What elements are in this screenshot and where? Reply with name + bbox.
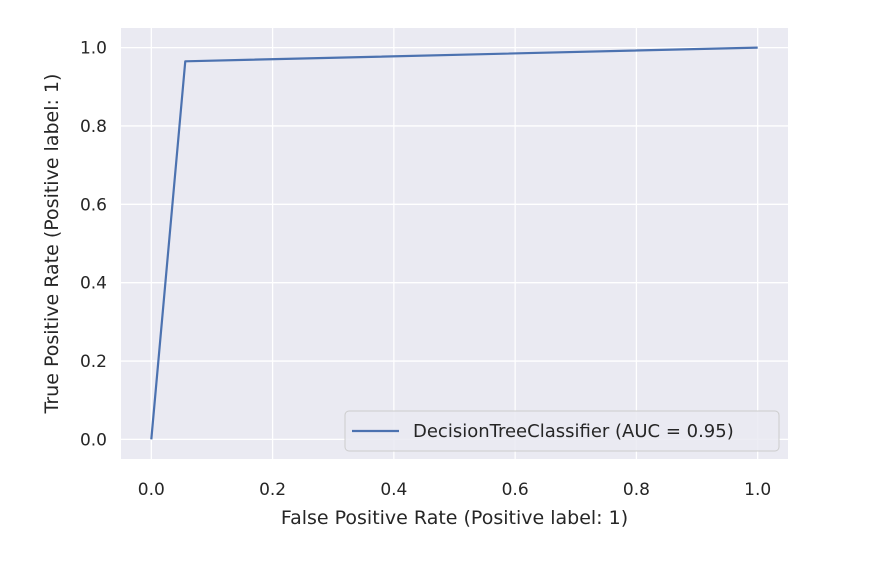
x-tick-labels: 0.0 0.2 0.4 0.6 0.8 1.0 bbox=[138, 480, 771, 500]
x-tick-label: 0.8 bbox=[623, 480, 650, 500]
y-tick-label: 0.4 bbox=[80, 274, 107, 294]
legend-label: DecisionTreeClassifier (AUC = 0.95) bbox=[413, 421, 734, 442]
x-tick-label: 0.6 bbox=[502, 480, 529, 500]
y-tick-label: 1.0 bbox=[80, 39, 107, 59]
roc-curve-line bbox=[150, 46, 758, 440]
x-axis-label: False Positive Rate (Positive label: 1) bbox=[281, 507, 628, 529]
legend-box bbox=[344, 410, 780, 452]
y-tick-label: 0.0 bbox=[80, 430, 107, 450]
y-tick-labels: 0.0 0.2 0.4 0.6 0.8 1.0 bbox=[80, 39, 107, 451]
x-tick-label: 0.4 bbox=[380, 480, 407, 500]
x-tick-label: 1.0 bbox=[744, 480, 771, 500]
series-layer bbox=[150, 46, 758, 440]
y-tick-label: 0.8 bbox=[80, 117, 107, 137]
y-tick-label: 0.6 bbox=[80, 195, 107, 215]
x-gridlines bbox=[150, 28, 759, 459]
y-axis-label: True Positive Rate (Positive label: 1) bbox=[41, 74, 63, 415]
x-tick-label: 0.2 bbox=[259, 480, 286, 500]
plot-area bbox=[121, 28, 788, 459]
y-tick-label: 0.2 bbox=[80, 352, 107, 372]
legend: DecisionTreeClassifier (AUC = 0.95) bbox=[344, 410, 780, 452]
x-tick-label: 0.0 bbox=[138, 480, 165, 500]
